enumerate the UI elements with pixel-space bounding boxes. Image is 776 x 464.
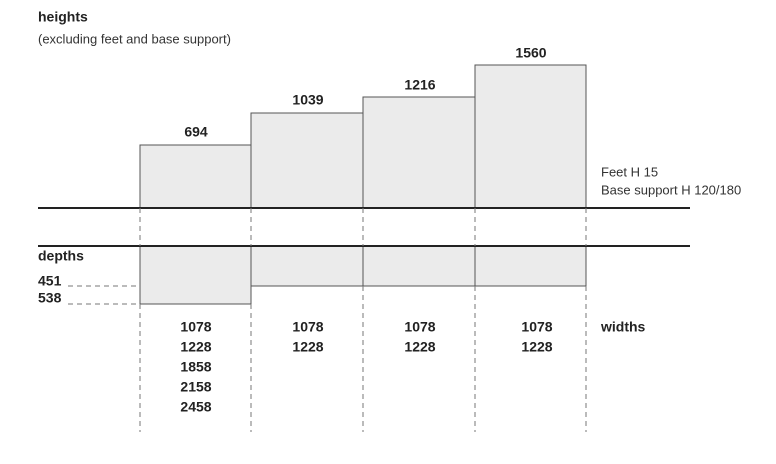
title: heights — [38, 9, 88, 25]
width-label: 1078 — [521, 319, 552, 335]
width-label: 1228 — [180, 339, 211, 355]
height-label: 1216 — [404, 77, 435, 93]
height-box — [474, 64, 587, 209]
note: Feet H 15 — [601, 164, 658, 179]
width-label: 2458 — [180, 399, 211, 415]
width-label: 1228 — [404, 339, 435, 355]
guides — [68, 208, 587, 432]
note: Base support H 120/180 — [601, 182, 741, 197]
width-label: 1078 — [180, 319, 211, 335]
height-label: 694 — [184, 124, 208, 140]
height-box — [139, 144, 252, 209]
height-box — [250, 112, 364, 209]
depth-box — [250, 245, 364, 287]
width-label: 1228 — [292, 339, 323, 355]
depth-box — [139, 245, 252, 305]
height-label: 1039 — [292, 92, 323, 108]
widths: 1078 1228 1858 2158 2458 1078 1228 1078 1228 1078… — [180, 319, 552, 415]
height-label: 1560 — [515, 45, 546, 61]
width-label: 1078 — [292, 319, 323, 335]
depths-title: depths — [38, 248, 84, 264]
depth-box — [474, 245, 587, 287]
widths-title: widths — [600, 319, 646, 335]
width-label: 1858 — [180, 359, 211, 375]
width-label: 2158 — [180, 379, 211, 395]
depth-label: 451 — [38, 273, 62, 289]
width-label: 1078 — [404, 319, 435, 335]
subtitle: (excluding feet and base support) — [38, 31, 231, 46]
width-label: 1228 — [521, 339, 552, 355]
height-box — [362, 96, 476, 209]
depth-label: 538 — [38, 290, 62, 306]
depth-box — [362, 245, 476, 287]
